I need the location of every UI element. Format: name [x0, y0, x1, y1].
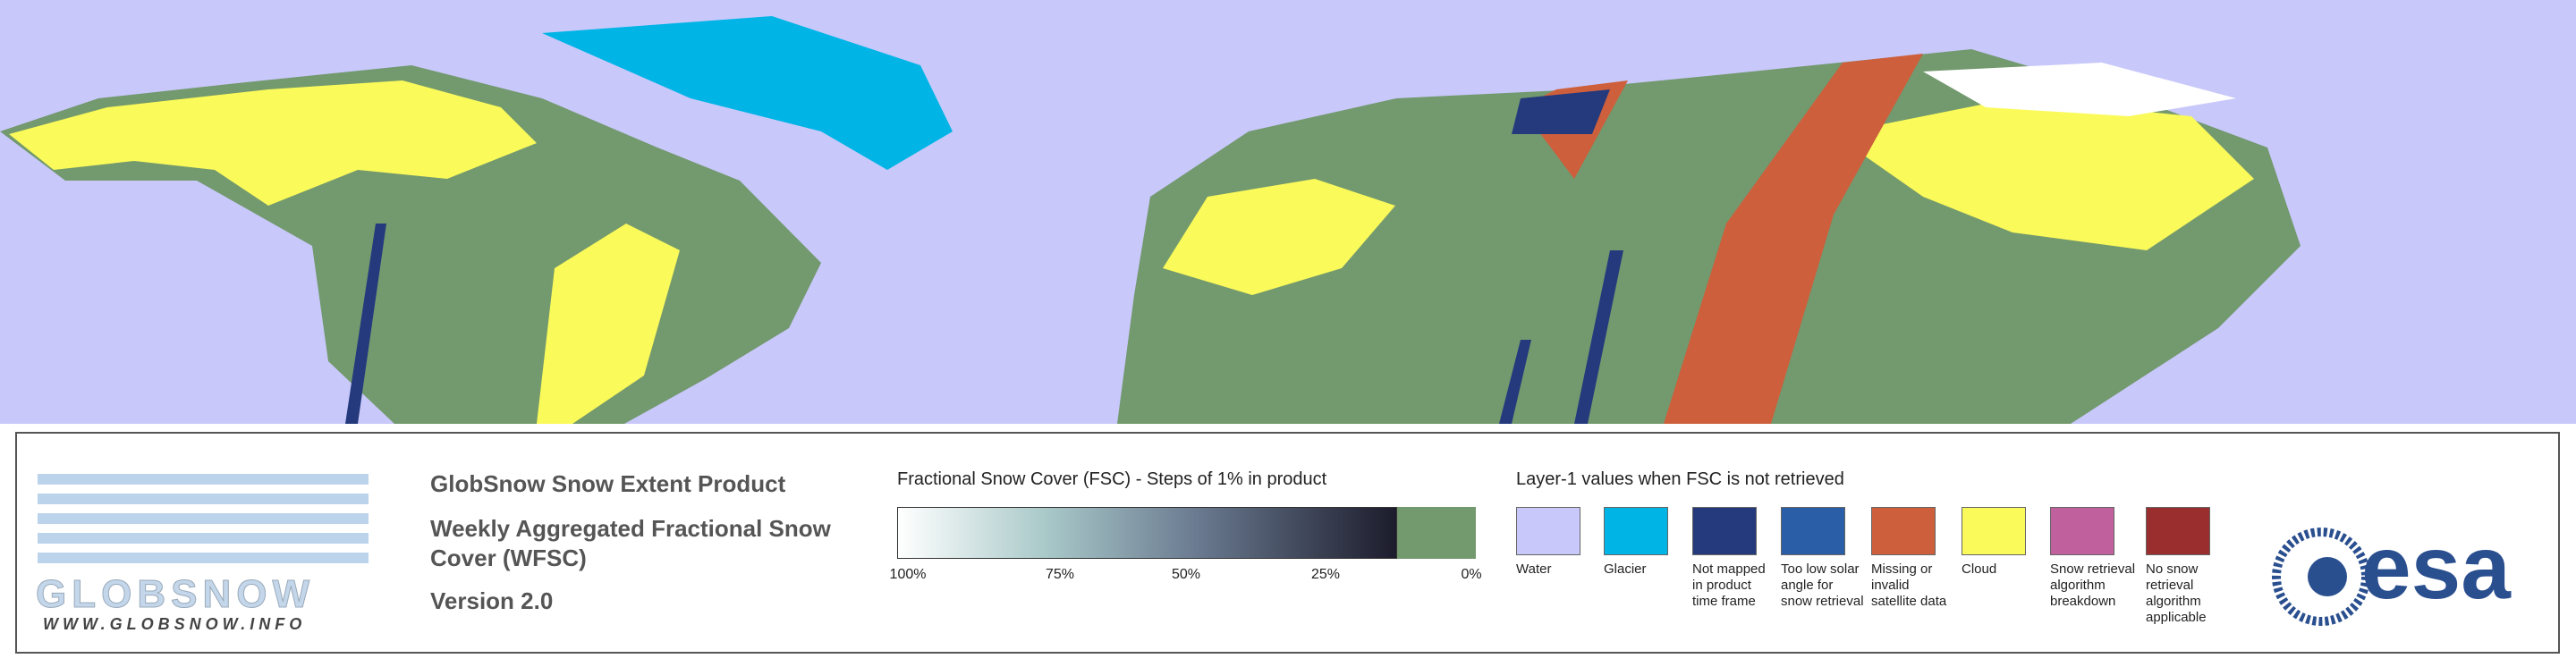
north-america-cloud-east [537, 224, 680, 424]
eurasia-cloud [1163, 179, 1395, 295]
fsc-tick-label: 75% [1045, 567, 1075, 582]
class-label: Missing or invalid satellite data [1871, 561, 1947, 609]
logo-stripes [38, 474, 369, 572]
class-swatch [1516, 507, 1580, 555]
version: Version 2.0 [430, 587, 554, 614]
not-mapped-stripe-2 [1574, 250, 1623, 424]
fsc-tick-label: 25% [1310, 567, 1341, 582]
missing-swath [1664, 54, 1923, 424]
fsc-zero [1397, 507, 1476, 559]
class-label: Not mapped in product time frame [1692, 561, 1766, 609]
class-label: No snow retrieval algorithm applicable [2146, 561, 2207, 625]
class-label: Glacier [1604, 561, 1647, 577]
siberia-snow [1923, 63, 2236, 116]
fsc-tick-label: 0% [1461, 567, 1482, 582]
product-title: GlobSnow Snow Extent Product [430, 470, 786, 497]
product-subtitle: Weekly Aggregated Fractional Snow Cover … [430, 515, 831, 571]
not-mapped-block [1512, 89, 1610, 134]
class-label: Water [1516, 561, 1552, 577]
class-label: Cloud [1962, 561, 1997, 577]
class-swatch [1781, 507, 1845, 555]
website: WWW.GLOBSNOW.INFO [43, 615, 307, 633]
greenland [542, 16, 953, 170]
class-swatch [1692, 507, 1757, 555]
class-label: Too low solar angle for snow retrieval [1781, 561, 1864, 609]
class-swatch [1962, 507, 2026, 555]
esa-emblem [2272, 528, 2370, 626]
esa-ring [2272, 528, 2370, 626]
esa-logo: esa [2272, 519, 2540, 626]
class-swatch [1604, 507, 1668, 555]
esa-text: esa [2361, 518, 2511, 618]
siberia-cloud [1834, 98, 2254, 250]
globsnow-logo: GLOBSNOW WWW.GLOBSNOW.INFO [36, 447, 394, 635]
class-label: Snow retrieval algorithm breakdown [2050, 561, 2136, 609]
logo-text: GLOBSNOW [36, 572, 315, 617]
fsc-tick-label: 50% [1171, 567, 1201, 582]
fsc-gradient [897, 507, 1397, 559]
class-swatch [1871, 507, 1936, 555]
layer1-title: Layer-1 values when FSC is not retrieved [1516, 469, 1844, 489]
snow-map [0, 0, 2576, 424]
not-mapped-stripe [345, 224, 386, 424]
fsc-tick-label: 100% [889, 567, 927, 582]
north-america-cloud [9, 80, 537, 206]
class-swatch [2146, 507, 2210, 555]
esa-core [2308, 557, 2347, 596]
not-mapped-stripe-3 [1499, 340, 1531, 424]
fsc-title: Fractional Snow Cover (FSC) - Steps of 1… [897, 469, 1327, 489]
class-swatch [2050, 507, 2114, 555]
